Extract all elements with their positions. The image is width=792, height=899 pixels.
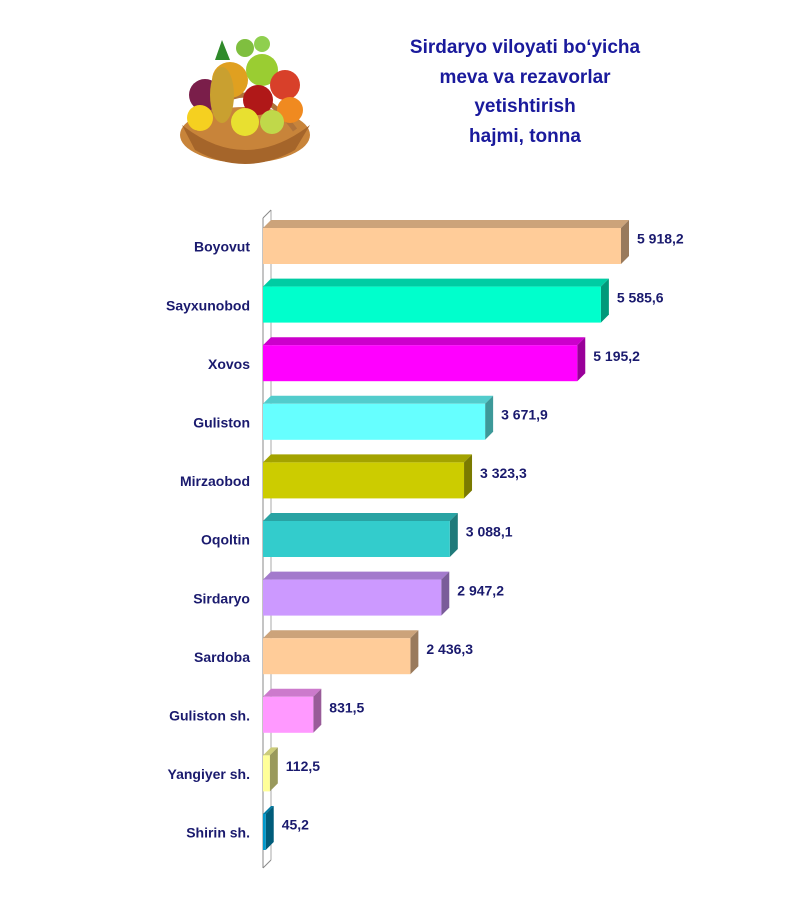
category-label: Xovos — [208, 356, 250, 372]
fruit-basket — [180, 36, 310, 164]
bar-side — [485, 395, 494, 440]
bar-top — [263, 337, 586, 346]
bar — [263, 638, 411, 675]
bar — [263, 345, 578, 382]
bar-side — [441, 571, 450, 616]
category-label: Yangiyer sh. — [168, 766, 250, 782]
title-line: Sirdaryo viloyati bo‘yicha — [410, 37, 641, 58]
title-line: hajmi, tonna — [469, 126, 581, 147]
category-label: Sirdaryo — [193, 590, 250, 606]
value-label: 5 195,2 — [593, 348, 640, 364]
bar-top — [263, 571, 450, 580]
category-label: Guliston — [193, 415, 250, 431]
value-label: 3 088,1 — [466, 524, 513, 540]
category-label: Oqoltin — [201, 532, 250, 548]
value-label: 112,5 — [286, 758, 320, 774]
bar-side — [577, 337, 586, 382]
value-label: 5 918,2 — [637, 231, 684, 247]
bar — [263, 286, 601, 323]
category-label: Sardoba — [194, 649, 250, 665]
category-label: Sayxunobod — [166, 297, 250, 313]
bar-top — [263, 688, 322, 697]
category-label: Shirin sh. — [186, 825, 250, 841]
value-label: 831,5 — [329, 700, 364, 716]
title-line: yetishtirish — [474, 96, 575, 117]
bar-top — [263, 630, 419, 639]
bar-top — [263, 513, 458, 521]
bar-top — [263, 395, 494, 404]
value-label: 3 671,9 — [501, 407, 548, 423]
bar-side — [265, 806, 274, 850]
bar-top — [263, 278, 609, 287]
bar-side — [449, 513, 458, 557]
category-label: Boyovut — [194, 239, 250, 255]
bar — [263, 403, 486, 440]
bar — [263, 579, 442, 616]
bar-side — [313, 688, 322, 733]
category-label: Mirzaobod — [180, 473, 250, 489]
value-label: 45,2 — [282, 817, 309, 833]
bar-top — [263, 220, 629, 228]
value-label: 3 323,3 — [480, 465, 527, 481]
bar — [263, 521, 450, 557]
bar-side — [600, 278, 609, 323]
category-label: Guliston sh. — [169, 708, 250, 724]
title-line: meva va rezavorlar — [439, 67, 611, 88]
bar-side — [269, 747, 278, 792]
bar — [263, 228, 621, 264]
value-label: 5 585,6 — [617, 289, 664, 305]
bar-top — [263, 454, 473, 463]
value-label: 2 436,3 — [426, 641, 473, 657]
bar — [263, 462, 465, 499]
bar-side — [621, 220, 629, 264]
value-label: 2 947,2 — [457, 582, 504, 598]
bar-side — [410, 630, 419, 675]
bar-top — [263, 806, 274, 814]
bar — [263, 696, 314, 733]
chart-title: Sirdaryo viloyati bo‘yicha meva va rezav… — [410, 37, 641, 147]
bar — [263, 814, 266, 850]
bar — [263, 755, 270, 792]
bar-side — [464, 454, 473, 499]
bar-top — [263, 747, 278, 756]
